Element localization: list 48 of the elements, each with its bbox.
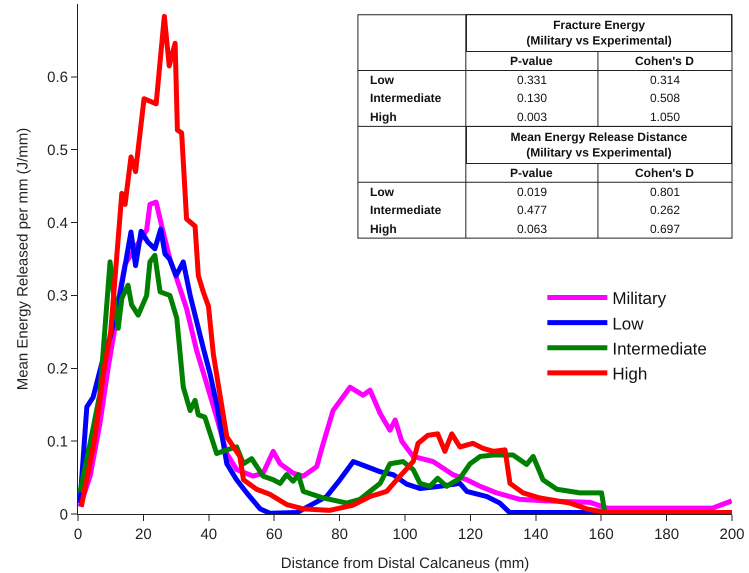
annotation: 0.130 (517, 91, 548, 105)
x-tick-label: 0 (74, 526, 82, 543)
legend-label: High (612, 364, 648, 384)
annotation: Mean Energy Release Distance (Military vs Experimental) (510, 130, 688, 160)
annotation: Low (370, 185, 395, 199)
annotation: 0.019 (517, 185, 548, 199)
x-tick-label: 180 (654, 526, 680, 543)
y-tick-label: 0.4 (47, 214, 68, 232)
x-tick-label: 60 (266, 526, 283, 543)
annotation: High (370, 110, 397, 124)
annotation: Low (370, 73, 395, 87)
annotation: 0.477 (517, 203, 548, 217)
x-tick-label: 140 (523, 526, 548, 543)
annotation: 0.697 (650, 222, 680, 236)
x-tick-label: 120 (458, 526, 483, 543)
x-tick-label: 80 (331, 526, 348, 543)
annotation: 0.801 (650, 185, 680, 199)
x-tick-label: 20 (135, 526, 152, 543)
annotation: 0.063 (517, 222, 548, 236)
annotation: P-value (510, 54, 554, 68)
legend-label: Low (612, 314, 644, 334)
legend-label: Intermediate (612, 339, 707, 358)
annotation: P-value (510, 166, 554, 180)
annotation: High (370, 222, 397, 236)
x-tick-label: 200 (719, 526, 745, 543)
annotation: Intermediate (370, 91, 442, 105)
annotation: Fracture Energy (Military vs Experimental) (526, 18, 672, 48)
annotation: 0.262 (650, 203, 680, 217)
annotation: 0.003 (517, 110, 548, 124)
y-tick-label: 0 (60, 506, 68, 524)
y-tick-label: 0.5 (47, 142, 68, 159)
y-tick-label: 0.2 (47, 360, 68, 378)
legend-label: Military (612, 289, 667, 308)
x-axis-title: Distance from Distal Calcaneus (mm) (280, 555, 530, 572)
y-tick-label: 0.3 (47, 288, 68, 305)
annotation: 0.314 (650, 73, 680, 87)
annotation: Cohen's D (635, 166, 694, 180)
x-tick-label: 160 (588, 526, 614, 543)
y-tick-label: 0.1 (47, 433, 68, 450)
y-axis-title: Mean Energy Released per mm (J/mm) (14, 128, 32, 390)
annotation: Intermediate (370, 203, 442, 217)
x-tick-label: 100 (392, 526, 418, 543)
annotation: Cohen's D (635, 54, 694, 68)
annotation: 0.508 (650, 91, 680, 105)
y-tick-label: 0.6 (47, 69, 68, 86)
annotation: 0.331 (517, 73, 548, 87)
annotation: 1.050 (650, 110, 680, 124)
x-tick-label: 40 (200, 526, 218, 543)
